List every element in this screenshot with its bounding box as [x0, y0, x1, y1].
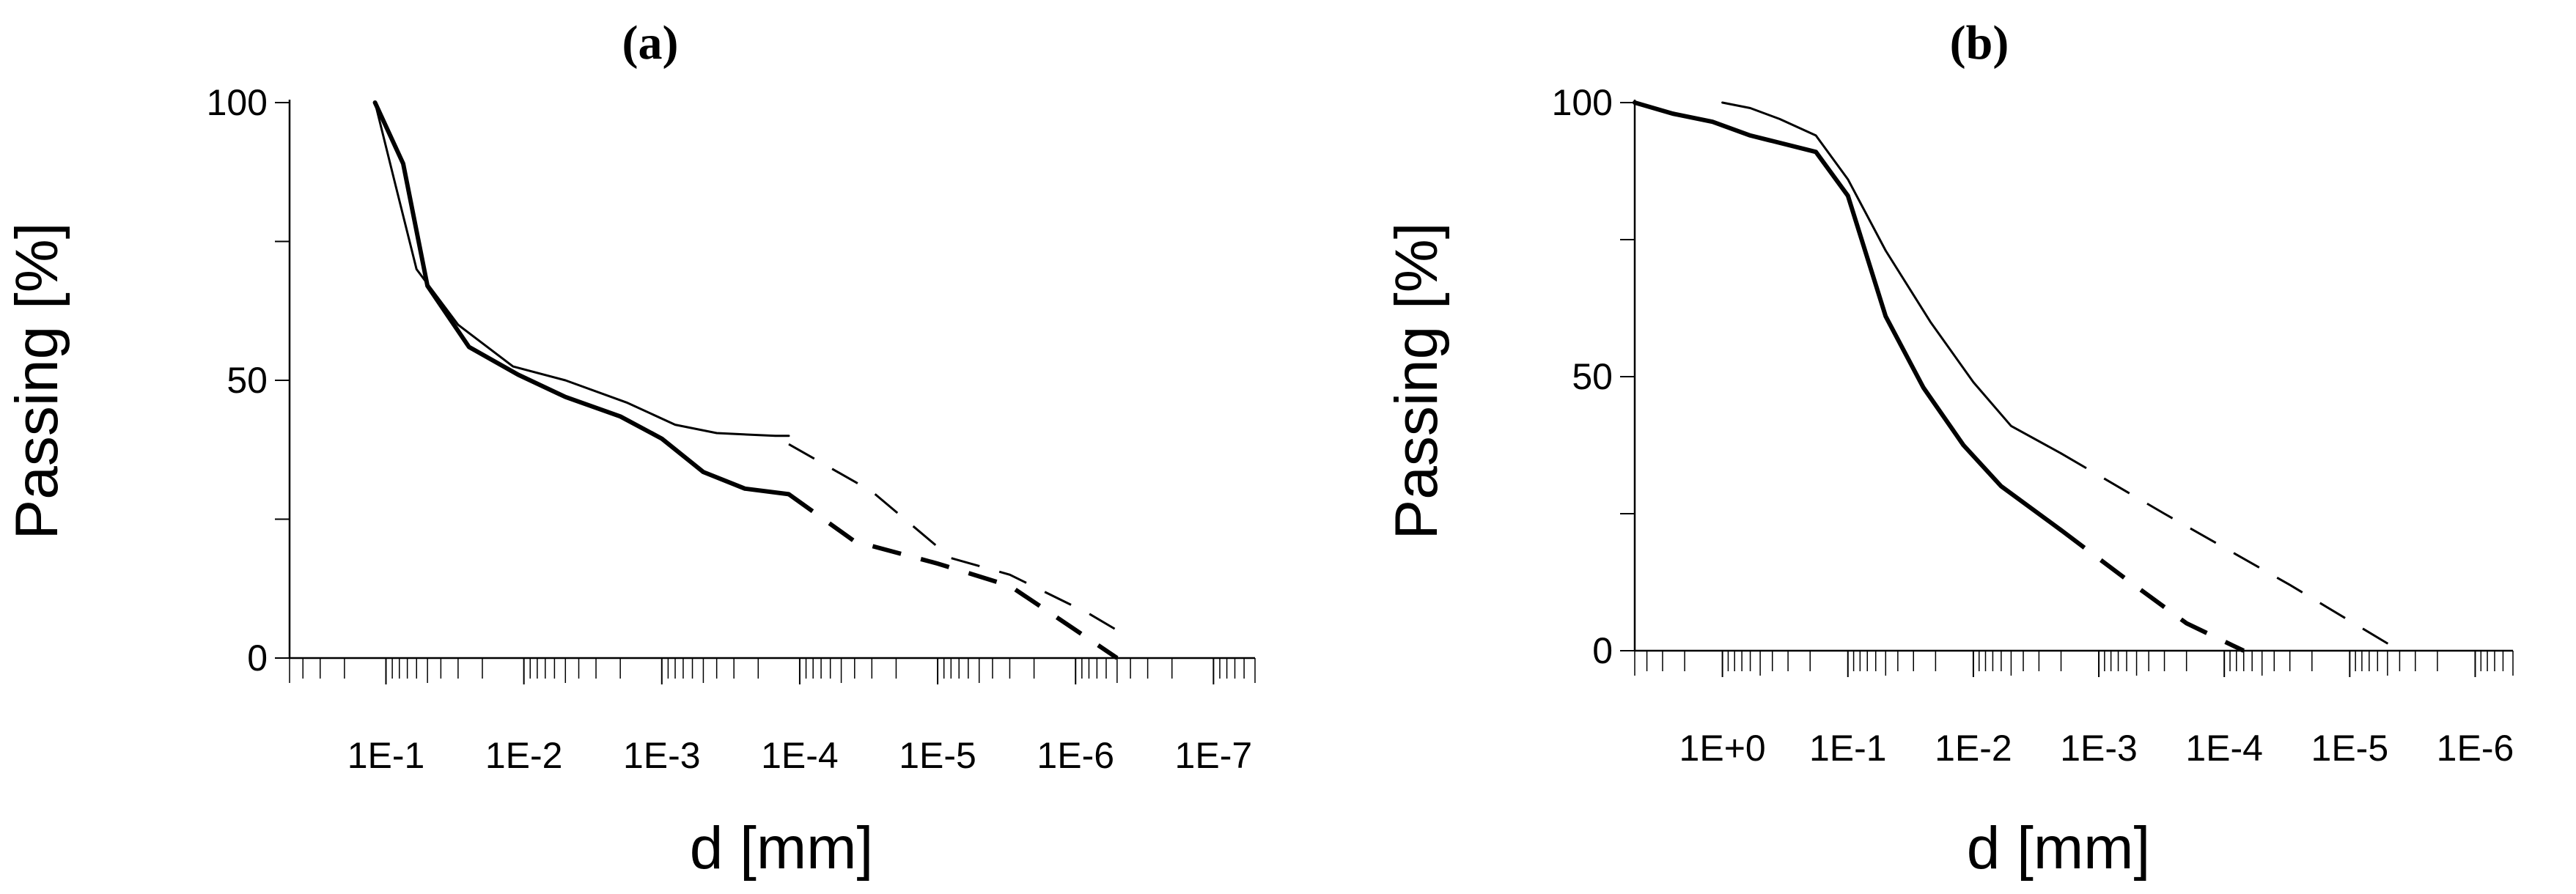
- panel-a-series-0-thin-dashed-line: [788, 443, 1118, 632]
- panel-b-y-tick-label: 0: [1592, 630, 1613, 671]
- panel-a-plot-area: 0 50 100 1E-1 1E-2 1E-3 1E-4 1E-5 1E-6 1E-7: [207, 82, 1256, 776]
- panel-b-series-0-thin-solid-line: [1721, 101, 2062, 455]
- panel-a-x-tick-label: 1E-4: [761, 735, 839, 776]
- panel-b-series-1-thick-solid-line: [1633, 100, 2064, 533]
- panel-b-x-tick-label: 1E-5: [2311, 728, 2389, 769]
- panel-a-series-1-thick-dashed-line: [787, 492, 1119, 660]
- panel-b-series-1-thick-dashed-line: [2059, 528, 2245, 653]
- panel-b-x-tick-label: 1E+0: [1679, 728, 1766, 769]
- panel-b-x-tick-label: 1E-4: [2185, 728, 2263, 769]
- panel-b-x-tick-label: 1E-6: [2437, 728, 2514, 769]
- panel-b-y-tick-label: 100: [1552, 82, 1613, 123]
- panel-a: (a) Passing [%] d [mm] 0 50 100 1E-1 1E-2 1E-…: [4, 16, 1256, 882]
- panel-a-series-0-thin-solid-line: [374, 101, 790, 437]
- panel-a-y-axis-title: Passing [%]: [4, 223, 70, 540]
- panel-b-title: (b): [1950, 16, 2009, 70]
- panel-b-x-tick-label: 1E-3: [2060, 728, 2138, 769]
- panel-a-y-tick-label: 100: [207, 82, 268, 123]
- panel-b-x-tick-label: 1E-2: [1935, 728, 2012, 769]
- panel-a-x-tick-label: 1E-1: [347, 735, 425, 776]
- panel-a-x-tick-label: 1E-5: [899, 735, 976, 776]
- panel-a-y-tick-label: 50: [227, 360, 268, 401]
- panel-b-series-0-thin-dashed-line: [2060, 452, 2401, 652]
- panel-b-x-tick-label: 1E-1: [1809, 728, 1887, 769]
- panel-b-plot-area: 0 50 100 1E+0 1E-1 1E-2 1E-3 1E-4 1E-5 1E-6: [1552, 82, 2514, 769]
- panel-a-x-tick-label: 1E-6: [1037, 735, 1114, 776]
- panel-a-x-tick-label: 1E-2: [485, 735, 563, 776]
- panel-a-title: (a): [622, 16, 679, 70]
- panel-a-x-axis-title: d [mm]: [690, 815, 874, 882]
- panel-b-y-tick-label: 50: [1572, 356, 1613, 397]
- panel-a-series-1-thick-solid-line: [372, 100, 791, 497]
- panel-b: (b) Passing [%] d [mm] 0 50 100 1E+0 1E-1 1E-…: [1383, 16, 2514, 882]
- panel-a-y-tick-label: 0: [247, 638, 268, 679]
- panel-b-y-axis-title: Passing [%]: [1383, 223, 1450, 540]
- panel-a-x-tick-label: 1E-7: [1175, 735, 1253, 776]
- panel-a-x-tick-label: 1E-3: [623, 735, 701, 776]
- panel-b-x-axis-title: d [mm]: [1967, 815, 2151, 882]
